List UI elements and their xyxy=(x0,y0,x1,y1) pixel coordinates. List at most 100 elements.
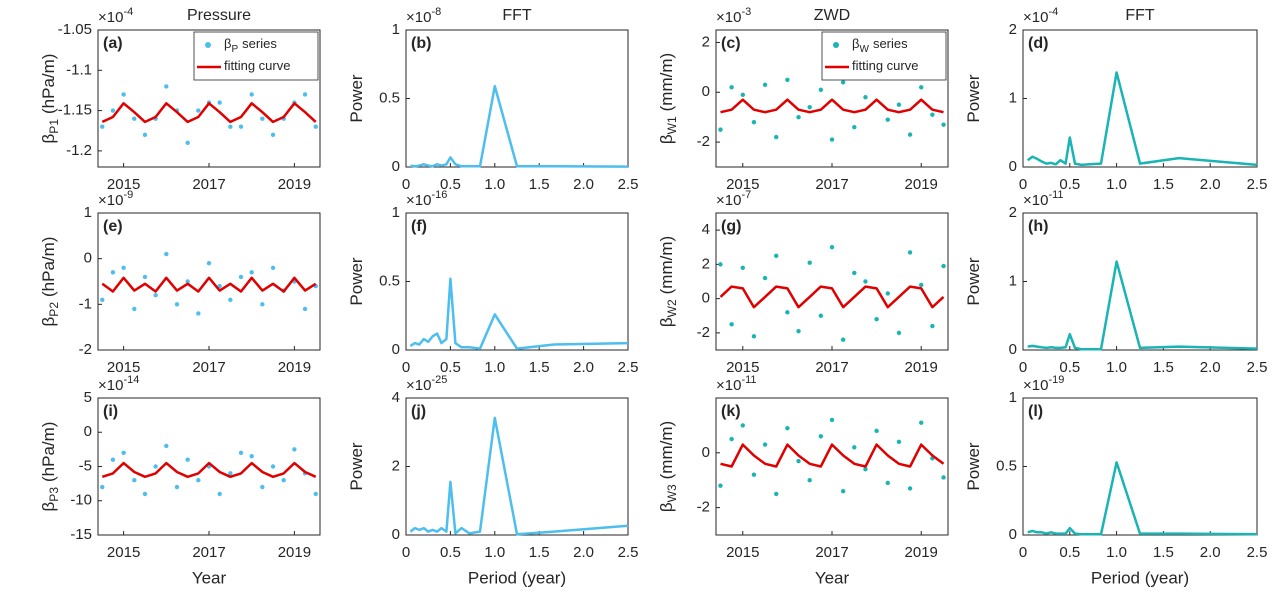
data-point xyxy=(818,313,824,318)
y-label-main: β xyxy=(39,501,58,511)
x-tick-label: 0.5 xyxy=(1059,176,1080,193)
x-tick-label: 2019 xyxy=(278,176,311,193)
x-tick-label: 2.5 xyxy=(1247,176,1268,193)
y-label-unit: (mm/m) xyxy=(657,53,676,112)
data-point xyxy=(121,92,126,97)
exponent-base: ×10 xyxy=(98,192,123,209)
data-point xyxy=(281,478,286,483)
axis-exponent: ×10-19 xyxy=(1023,374,1064,394)
data-point xyxy=(270,132,276,137)
data-point xyxy=(885,480,890,486)
x-tick-label: 2.0 xyxy=(1200,544,1221,561)
data-point xyxy=(751,119,757,125)
data-point xyxy=(785,77,790,83)
x-tick-label: 2015 xyxy=(107,359,140,376)
y-tick-label: 0.5 xyxy=(379,272,400,289)
data-point xyxy=(807,478,812,483)
axis-exponent: ×10-14 xyxy=(98,374,139,394)
y-label-sub: W1 xyxy=(665,116,679,134)
data-point xyxy=(228,124,233,129)
y-label-main: β xyxy=(39,316,58,326)
data-line xyxy=(410,84,629,168)
y-axis-label: Power xyxy=(964,257,983,306)
y-tick-label: 1 xyxy=(84,204,92,221)
y-axis-label: βW2 (mm/m) xyxy=(657,236,679,327)
data-point xyxy=(885,291,890,296)
data-point xyxy=(751,334,757,339)
data-point xyxy=(142,491,148,497)
data-point xyxy=(919,85,924,90)
plot-frame xyxy=(715,212,949,351)
data-point xyxy=(260,302,265,307)
x-tick-label: 1.0 xyxy=(484,176,505,193)
plot-frame xyxy=(405,29,629,168)
data-point xyxy=(807,105,812,110)
data-point xyxy=(238,124,244,129)
data-point xyxy=(249,270,254,275)
x-tick-label: 1.0 xyxy=(484,544,505,561)
y-tick-label: 0.5 xyxy=(379,89,400,106)
y-tick-label: 1 xyxy=(1009,89,1017,106)
y-tick-label: -2 xyxy=(697,499,710,516)
data-point xyxy=(863,95,868,100)
data-point xyxy=(718,127,723,132)
data-point xyxy=(774,491,779,497)
x-tick-label: 2017 xyxy=(815,359,848,376)
x-tick-label: 2.0 xyxy=(573,544,594,561)
data-point xyxy=(174,302,180,307)
y-tick-label: -1.2 xyxy=(66,142,92,159)
y-tick-label: 2 xyxy=(1009,204,1017,221)
data-point xyxy=(110,108,116,113)
data-point xyxy=(829,137,835,142)
data-point xyxy=(292,447,297,452)
y-label-sub: P2 xyxy=(47,302,61,317)
data-point xyxy=(132,116,137,121)
data-point xyxy=(228,471,233,476)
exponent-base: ×10 xyxy=(406,9,431,26)
x-tick-label: 2015 xyxy=(726,544,759,561)
data-point xyxy=(840,488,846,494)
y-label-main: Power xyxy=(964,442,983,491)
data-point xyxy=(313,124,318,129)
legend-name-tail: series xyxy=(242,36,277,51)
data-point xyxy=(196,108,201,113)
panel-label: (k) xyxy=(721,403,741,420)
y-axis-label: βP2 (hPa/m) xyxy=(39,237,61,327)
x-tick-label: 2017 xyxy=(815,176,848,193)
data-point xyxy=(217,100,222,105)
legend-name-sub: W xyxy=(859,44,869,55)
y-axis-label: Power xyxy=(347,442,366,491)
x-axis-label: Year xyxy=(815,568,850,587)
data-point xyxy=(863,279,868,284)
data-point xyxy=(896,330,902,336)
data-point xyxy=(142,132,148,137)
data-point xyxy=(174,484,180,490)
data-point xyxy=(260,116,265,121)
data-line xyxy=(101,276,317,293)
y-tick-label: 0 xyxy=(702,83,710,100)
legend-name: fitting curve xyxy=(852,58,918,73)
y-axis-label: βP3 (hPa/m) xyxy=(39,422,61,512)
panel-label: (d) xyxy=(1028,35,1048,52)
data-point xyxy=(885,117,890,122)
exponent-power: -9 xyxy=(123,189,133,201)
y-tick-label: 0 xyxy=(84,423,92,440)
exponent-power: -25 xyxy=(431,374,447,386)
data-point xyxy=(863,467,868,472)
y-tick-label: 0 xyxy=(392,526,400,543)
data-point xyxy=(762,275,768,281)
x-tick-label: 2017 xyxy=(192,544,225,561)
data-point xyxy=(729,322,734,327)
axis-exponent: ×10-11 xyxy=(1023,189,1064,209)
data-point xyxy=(852,124,857,130)
axis-exponent: ×10-4 xyxy=(98,6,133,26)
x-tick-label: 0 xyxy=(402,359,410,376)
data-point xyxy=(217,283,222,289)
x-tick-label: 1.0 xyxy=(1106,544,1127,561)
data-line xyxy=(101,102,317,124)
y-tick-label: 0.5 xyxy=(996,457,1017,474)
y-tick-label: 1 xyxy=(1009,389,1017,406)
data-point xyxy=(729,436,734,442)
x-tick-label: 2019 xyxy=(278,359,311,376)
axis-exponent: ×10-4 xyxy=(1023,6,1058,26)
